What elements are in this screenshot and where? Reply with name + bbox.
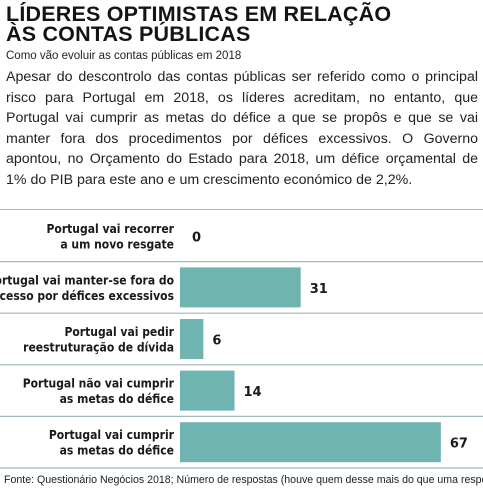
intro-paragraph: Apesar do descontrolo das contas pública… (6, 69, 478, 188)
bar (180, 370, 235, 411)
chart-area: Portugal vai recorrer a um novo resgate 0 P… (0, 209, 483, 469)
bar-row: Portugal vai recorrer a um novo resgate 0 (46, 222, 201, 252)
value-label: 14 (244, 385, 262, 400)
value-label: 0 (192, 230, 201, 245)
bar (180, 422, 441, 463)
value-label: 31 (310, 282, 328, 297)
bar-chart: Portugal vai recorrer a um novo resgate 0P… (0, 222, 483, 469)
category-label: Portugal vai pedir reestruturação de dívi… (23, 325, 175, 355)
category-label: Portugal não vai cumprir as metas do défi… (23, 377, 175, 407)
bar-row: Portugal não vai cumprir as metas do défi… (23, 370, 262, 411)
bar (180, 267, 301, 308)
category-label: Portugal vai cumprir as metas do défice (49, 428, 175, 458)
bar (180, 319, 204, 359)
category-label: Portugal vai manter-se fora doprocesso p… (0, 273, 174, 303)
value-label: 67 (450, 437, 468, 452)
bar-row: Portugal vai cumprir as metas do défice 67 (49, 422, 468, 463)
chart-title: LÍDERES OPTIMISTAS EM RELAÇÃO ÀS CONTAS … (6, 2, 392, 46)
bar-row: Portugal vai pedir reestruturação de dívi… (23, 319, 221, 359)
chart-subtitle: Como vão evoluir as contas públicas em 2… (6, 50, 242, 62)
value-label: 6 (212, 334, 221, 349)
bar-row: Portugal vai manter-se fora doprocesso p… (0, 267, 328, 308)
source-note: Fonte: Questionário Negócios 2018; Númer… (4, 474, 483, 486)
category-label: Portugal vai recorrer a um novo resgate (46, 222, 174, 252)
